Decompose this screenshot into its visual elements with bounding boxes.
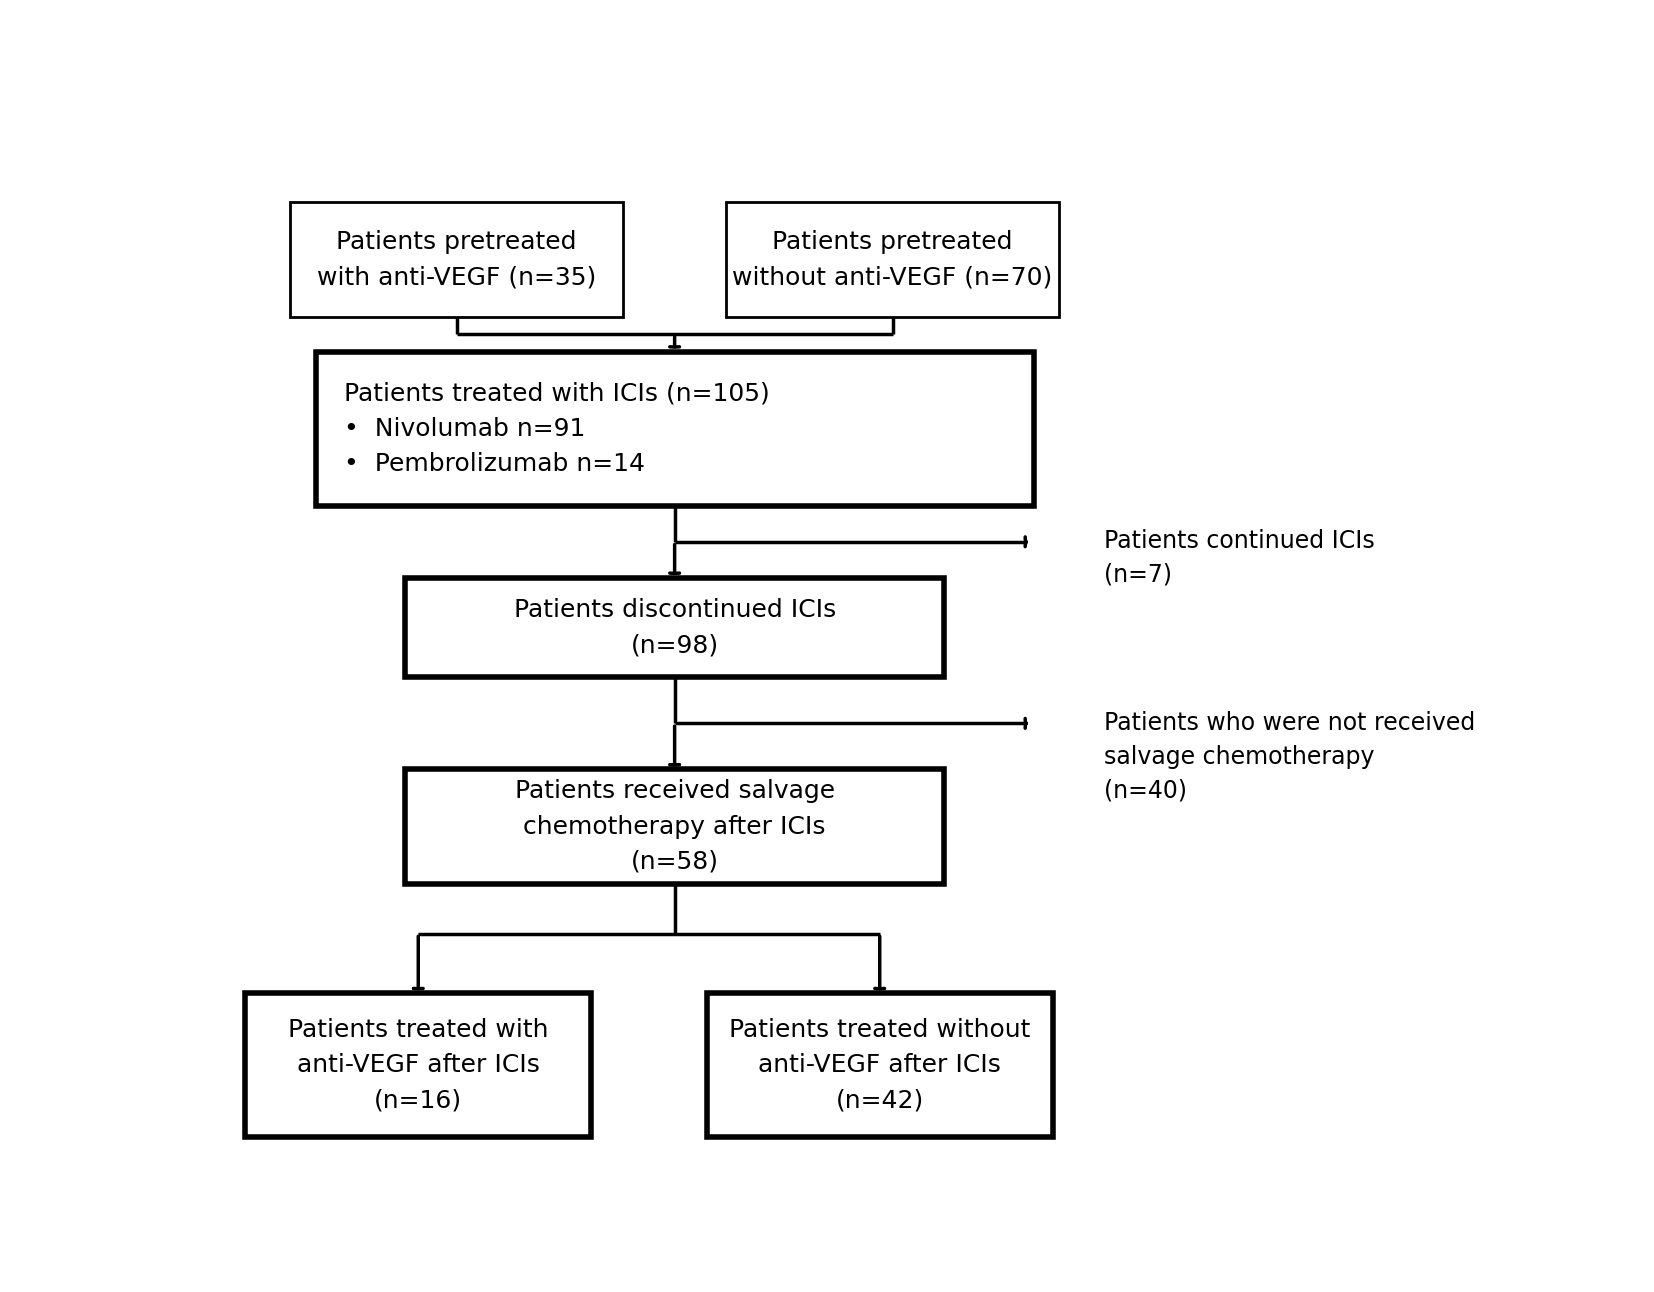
Text: Patients who were not received
salvage chemotherapy
(n=40): Patients who were not received salvage c… [1105, 712, 1475, 802]
Text: Patients treated without
anti-VEGF after ICIs
(n=42): Patients treated without anti-VEGF after… [729, 1018, 1030, 1112]
FancyBboxPatch shape [706, 994, 1054, 1137]
FancyBboxPatch shape [726, 203, 1059, 317]
Text: Patients discontinued ICIs
(n=98): Patients discontinued ICIs (n=98) [513, 598, 835, 658]
Text: Patients treated with ICIs (n=105)
•  Nivolumab n=91
•  Pembrolizumab n=14: Patients treated with ICIs (n=105) • Niv… [344, 381, 769, 475]
Text: Patients pretreated
without anti-VEGF (n=70): Patients pretreated without anti-VEGF (n… [733, 230, 1052, 289]
Text: Patients pretreated
with anti-VEGF (n=35): Patients pretreated with anti-VEGF (n=35… [318, 230, 597, 289]
FancyBboxPatch shape [405, 578, 944, 677]
Text: Patients treated with
anti-VEGF after ICIs
(n=16): Patients treated with anti-VEGF after IC… [288, 1018, 549, 1112]
FancyBboxPatch shape [289, 203, 624, 317]
Text: Patients received salvage
chemotherapy after ICIs
(n=58): Patients received salvage chemotherapy a… [514, 779, 835, 873]
Text: Patients continued ICIs
(n=7): Patients continued ICIs (n=7) [1105, 530, 1374, 587]
FancyBboxPatch shape [316, 351, 1034, 505]
FancyBboxPatch shape [245, 994, 592, 1137]
FancyBboxPatch shape [405, 769, 944, 884]
